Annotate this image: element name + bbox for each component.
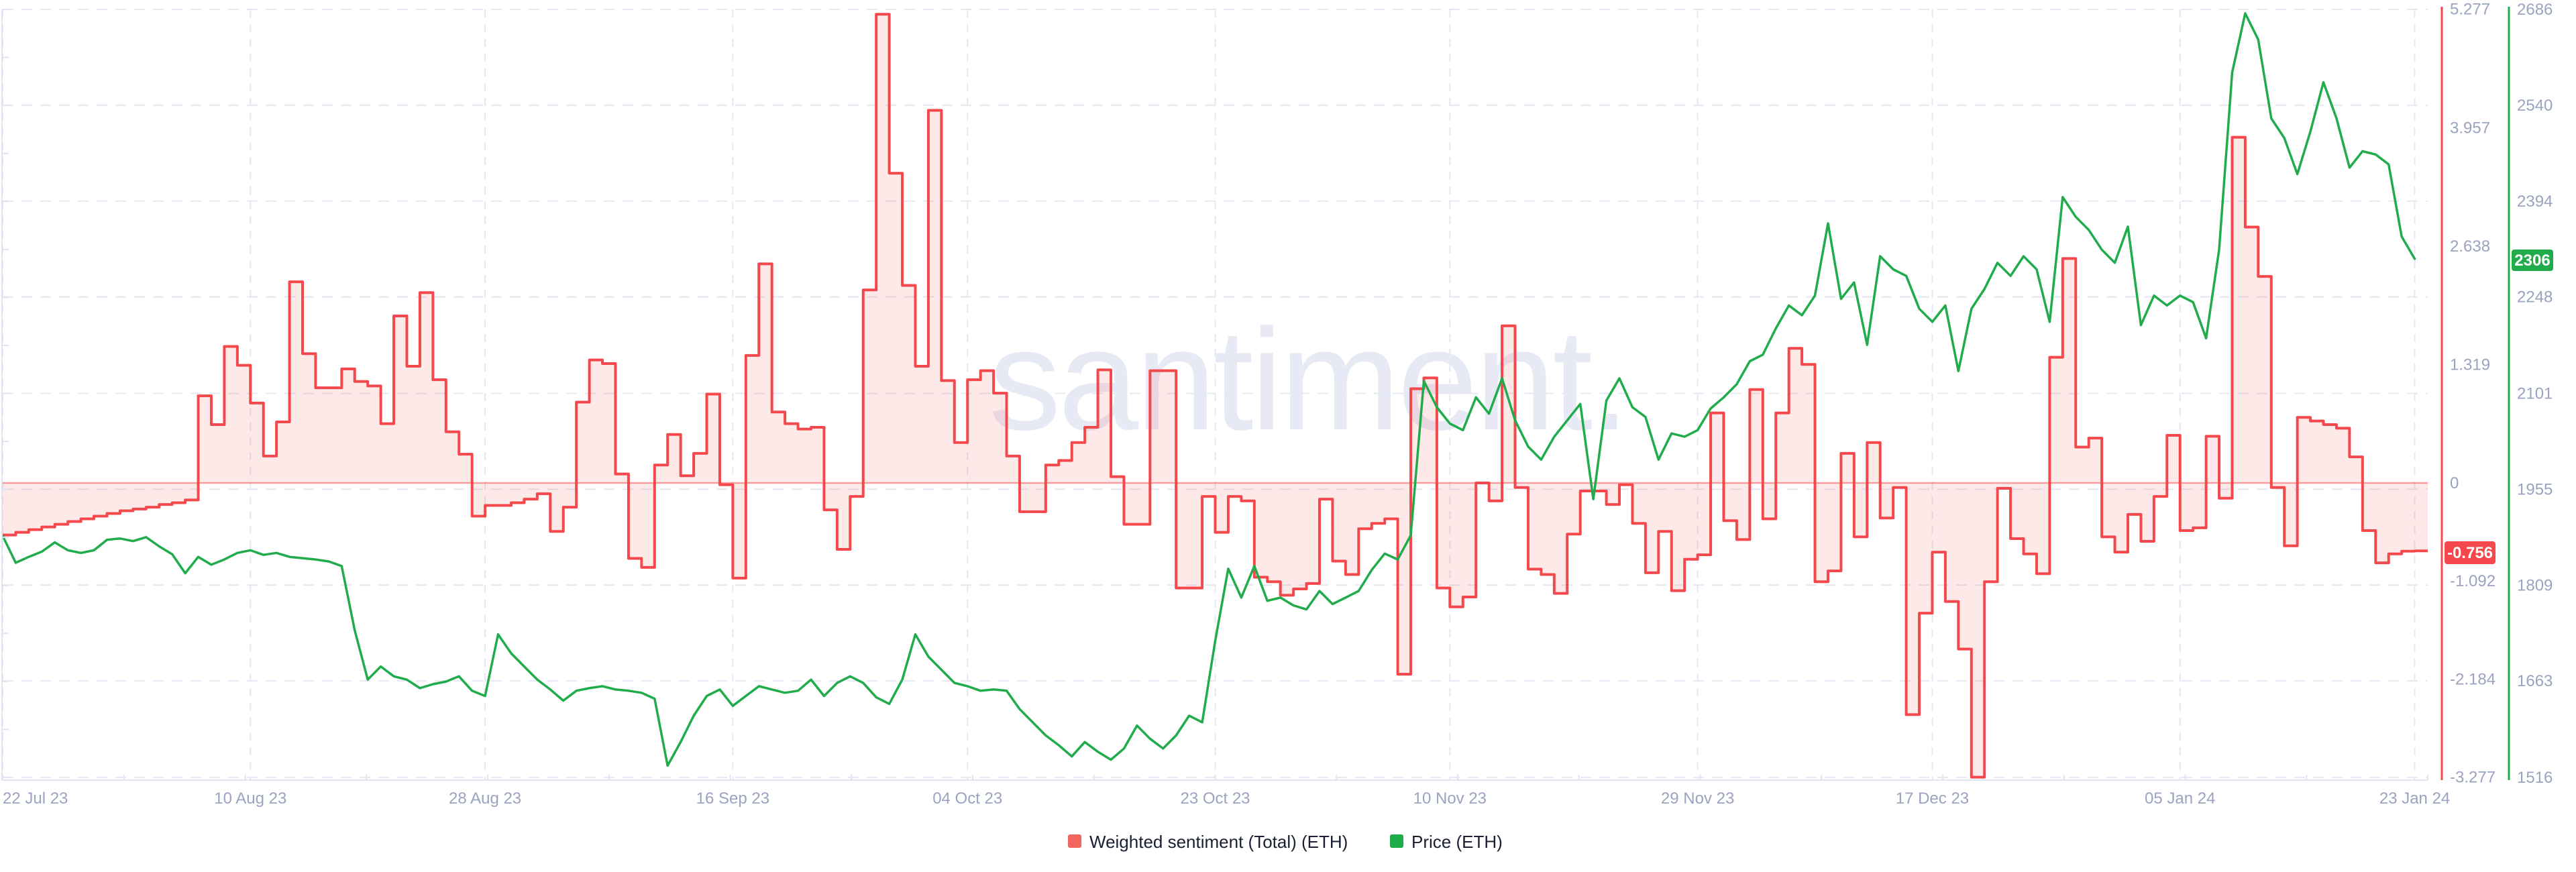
legend-item-price[interactable]: Price (ETH) bbox=[1390, 832, 1503, 852]
date-tick-label: 16 Sep 23 bbox=[696, 789, 769, 808]
santiment-watermark: santiment. bbox=[989, 298, 1627, 460]
sentiment-axis-tick: 0 bbox=[2450, 474, 2459, 492]
price-axis-tick: 2248 bbox=[2517, 288, 2553, 307]
legend-item-sentiment[interactable]: Weighted sentiment (Total) (ETH) bbox=[1068, 832, 1348, 852]
date-tick-label: 05 Jan 24 bbox=[2145, 789, 2215, 808]
series-layer bbox=[1, 12, 2428, 779]
price-current-badge: 2306 bbox=[2512, 250, 2553, 271]
sentiment-axis-tick: -2.184 bbox=[2450, 670, 2496, 688]
date-tick-label: 23 Jan 24 bbox=[2379, 789, 2450, 808]
legend-sentiment-label: Weighted sentiment (Total) (ETH) bbox=[1089, 832, 1348, 852]
legend-price-label: Price (ETH) bbox=[1411, 832, 1503, 852]
legend: Weighted sentiment (Total) (ETH) Price (… bbox=[1068, 832, 1503, 852]
price-axis-tick: 1809 bbox=[2517, 576, 2553, 594]
sentiment-current-value: -0.756 bbox=[2447, 544, 2493, 562]
sentiment-axis-tick: -3.277 bbox=[2450, 769, 2496, 787]
price-swatch-icon bbox=[1390, 834, 1403, 848]
sentiment-swatch-icon bbox=[1068, 834, 1081, 848]
date-tick-label: 23 Oct 23 bbox=[1180, 789, 1250, 808]
gridlines bbox=[2, 9, 2428, 780]
sentiment-current-badge: -0.756 bbox=[2445, 541, 2496, 564]
price-axis-tick: 2540 bbox=[2517, 97, 2553, 115]
price-axis-tick: 2686 bbox=[2517, 1, 2553, 19]
date-tick-label: 28 Aug 23 bbox=[449, 789, 521, 808]
date-tick-label: 10 Aug 23 bbox=[214, 789, 286, 808]
sentiment-axis-tick: 2.638 bbox=[2450, 237, 2490, 256]
sentiment-axis-tick: -1.092 bbox=[2450, 572, 2496, 590]
sentiment-axis-tick: 3.957 bbox=[2450, 119, 2490, 137]
date-tick-label: 29 Nov 23 bbox=[1661, 789, 1734, 808]
date-tick-label: 22 Jul 23 bbox=[3, 789, 68, 808]
date-tick-label: 17 Dec 23 bbox=[1896, 789, 1969, 808]
date-tick-label: 10 Nov 23 bbox=[1413, 789, 1487, 808]
price-axis-tick: 1955 bbox=[2517, 480, 2553, 498]
tick-labels-layer: 5.2773.9572.6381.3190-1.092-2.184-3.2772… bbox=[3, 1, 2553, 808]
price-axis-tick: 2394 bbox=[2517, 193, 2553, 211]
price-line[interactable] bbox=[1, 12, 2416, 767]
date-tick-label: 04 Oct 23 bbox=[932, 789, 1002, 808]
sentiment-step-line[interactable] bbox=[3, 13, 2428, 779]
sentiment-axis-tick: 5.277 bbox=[2450, 1, 2490, 19]
price-axis-tick: 1516 bbox=[2517, 769, 2553, 787]
axes-layer bbox=[1, 7, 2510, 781]
price-axis-tick: 2101 bbox=[2517, 385, 2553, 403]
price-axis-tick: 1663 bbox=[2517, 672, 2553, 690]
sentiment-axis-tick: 1.319 bbox=[2450, 356, 2490, 374]
price-current-value: 2306 bbox=[2514, 252, 2550, 270]
